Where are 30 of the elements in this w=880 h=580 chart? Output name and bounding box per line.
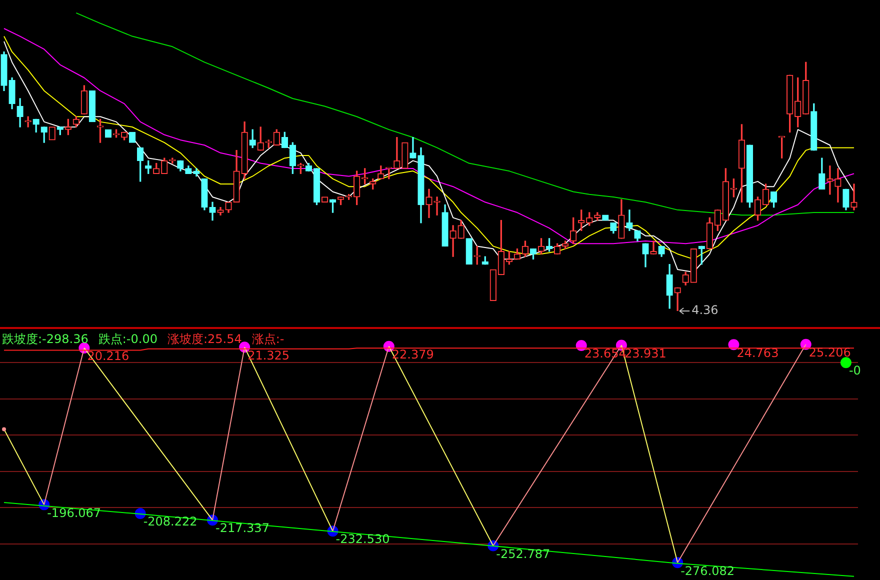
annotation: 涨坡度:25.54 <box>167 332 242 346</box>
candlestick <box>690 248 697 283</box>
annotation: 涨点:- <box>252 332 284 346</box>
data-label: -252.787 <box>496 546 550 561</box>
candlestick <box>321 196 328 202</box>
data-label: -208.222 <box>143 514 198 529</box>
candlestick <box>88 90 96 122</box>
candlestick <box>850 184 858 210</box>
annotation: 4.36 <box>692 303 718 318</box>
candlestick <box>674 287 681 311</box>
data-label: -217.337 <box>215 521 270 536</box>
candlestick <box>490 269 496 301</box>
candlestick <box>650 240 657 254</box>
data-label: -196.067 <box>47 506 102 520</box>
annotation: 跌坡度:-298.36 <box>2 332 88 346</box>
data-label: -0 <box>848 364 861 378</box>
candlestick <box>466 238 472 265</box>
point <box>728 339 740 350</box>
data-label: 23.931 <box>624 346 666 360</box>
candlestick <box>48 126 56 140</box>
candlestick <box>834 168 842 202</box>
point <box>2 427 6 432</box>
data-label: -276.082 <box>680 564 735 578</box>
annotation: 跌点:-0.00 <box>98 332 158 346</box>
data-label: 25.206 <box>808 345 851 360</box>
data-label: 21.325 <box>248 348 290 362</box>
candlestick <box>402 142 408 169</box>
data-label: 24.763 <box>736 346 779 360</box>
data-label: -232.530 <box>336 532 390 546</box>
point <box>840 357 852 368</box>
